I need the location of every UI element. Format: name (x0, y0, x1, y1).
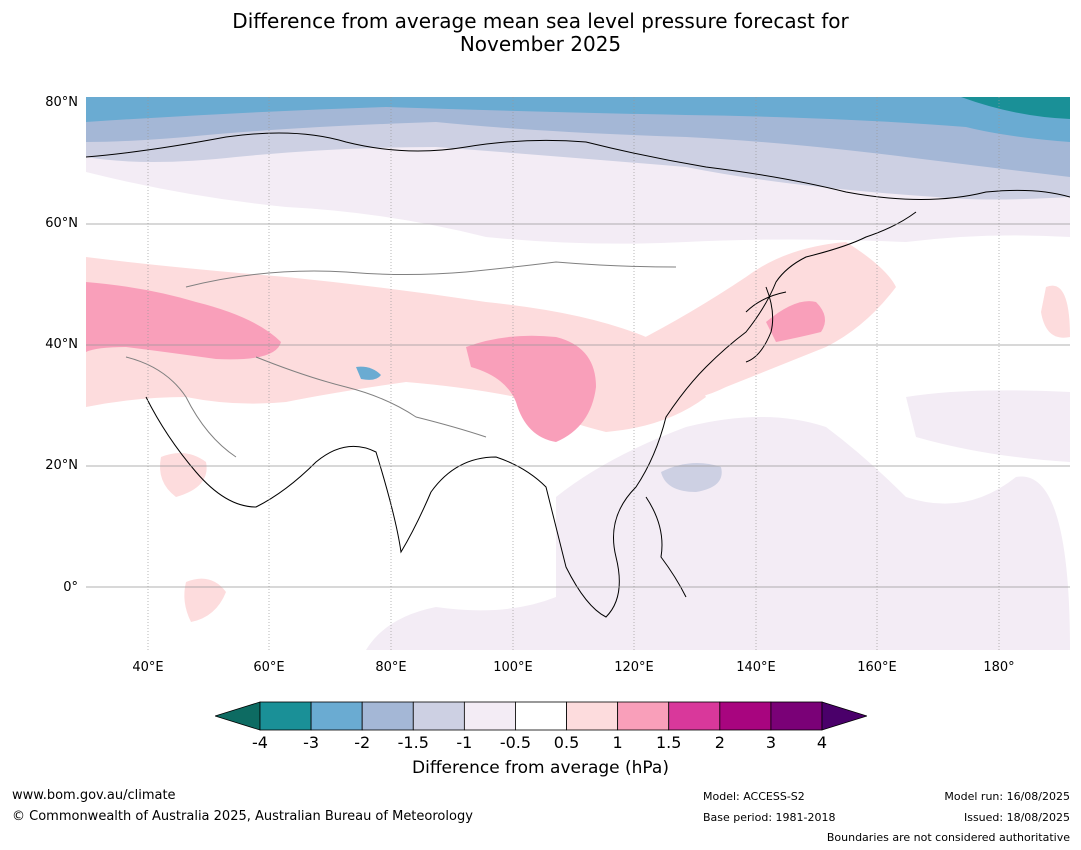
colorbar-segment-6 (566, 701, 619, 731)
colorbar-segment-0 (259, 701, 312, 731)
anomaly-north-pac-minus1 (906, 390, 1070, 462)
lon-label-40e: 40°E (132, 660, 164, 675)
colorbar-tick-label: -2 (354, 733, 371, 752)
model-text: Model: ACCESS-S2 (703, 790, 805, 803)
colorbar-over-arrow (821, 701, 867, 731)
title-line-2: November 2025 (459, 32, 622, 56)
anomaly-japan-1 (766, 301, 825, 342)
coastlines (86, 132, 1070, 618)
colorbar-segment-7 (617, 701, 670, 731)
colorbar-segment-4 (463, 701, 516, 731)
lat-label-40n: 40°N (45, 337, 78, 352)
lat-label-20n: 20°N (45, 458, 78, 473)
colorbar-segment-5 (515, 701, 567, 731)
colorbar-tick-label: 1 (612, 733, 623, 752)
colorbar-tick-label: 3 (765, 733, 776, 752)
pressure-anomaly-map (86, 97, 1070, 650)
lon-label-140e: 140°E (736, 660, 776, 675)
colorbar-segment-1 (310, 701, 363, 731)
title-line-1: Difference from average mean sea level p… (232, 9, 849, 33)
colorbar-tick-label: -0.5 (499, 733, 532, 752)
lon-label-80e: 80°E (375, 660, 407, 675)
colorbar-tick-label: 4 (816, 733, 828, 752)
colorbar-segment-10 (770, 701, 823, 731)
anomaly-caspian-1 (86, 282, 281, 360)
lat-label-80n: 80°N (45, 95, 78, 110)
lat-label-60n: 60°N (45, 216, 78, 231)
anomaly-east-asia-0_5 (626, 242, 896, 401)
gridlines (86, 97, 1070, 650)
colorbar (215, 701, 867, 731)
lon-label-100e: 100°E (493, 660, 533, 675)
anomaly-tibet-1 (466, 335, 596, 442)
colorbar-segment-3 (412, 701, 465, 731)
base-period-text: Base period: 1981-2018 (703, 811, 836, 824)
lon-label-60e: 60°E (253, 660, 285, 675)
model-run-text: Model run: 16/08/2025 (944, 790, 1070, 803)
anomaly-band-minus4 (961, 97, 1070, 119)
issued-text: Issued: 18/08/2025 (963, 811, 1070, 824)
colorbar-tick-label: 2 (714, 733, 725, 752)
anomaly-indian-ocean-0_5 (184, 578, 226, 622)
colorbar-tick-label: -4 (252, 733, 268, 752)
colorbar-tick-label: -3 (303, 733, 320, 752)
anomaly-west-pac-minus1 (366, 417, 1070, 650)
colorbar-segment-2 (361, 701, 414, 731)
colorbar-tick-label: 0.5 (553, 733, 580, 752)
lon-label-120e: 120°E (614, 660, 654, 675)
anomaly-philippine-sea-minus1_5 (661, 463, 722, 492)
colorbar-tick-label: 1.5 (655, 733, 682, 752)
colorbar-tick-label: -1 (456, 733, 473, 752)
website-text: www.bom.gov.au/climate (12, 788, 176, 803)
anomaly-band-minus3 (86, 97, 1070, 142)
anomaly-himalaya-spot (356, 366, 381, 380)
colorbar-under-arrow (215, 701, 261, 731)
copyright-text: © Commonwealth of Australia 2025, Austra… (12, 809, 473, 824)
map-title: Difference from average mean sea level p… (0, 10, 1081, 56)
lon-label-160e: 160°E (857, 660, 897, 675)
colorbar-segment-9 (719, 701, 772, 731)
anomaly-west-pac-0_5 (1041, 285, 1070, 338)
lat-label-0: 0° (63, 580, 78, 595)
colorbar-label: Difference from average (hPa) (412, 758, 669, 778)
lon-label-180: 180° (983, 660, 1015, 675)
disclaimer-text: Boundaries are not considered authoritat… (826, 831, 1070, 844)
colorbar-segment-8 (668, 701, 721, 731)
anomaly-arabia-0_5 (160, 453, 207, 497)
colorbar-tick-label: -1.5 (397, 733, 429, 752)
